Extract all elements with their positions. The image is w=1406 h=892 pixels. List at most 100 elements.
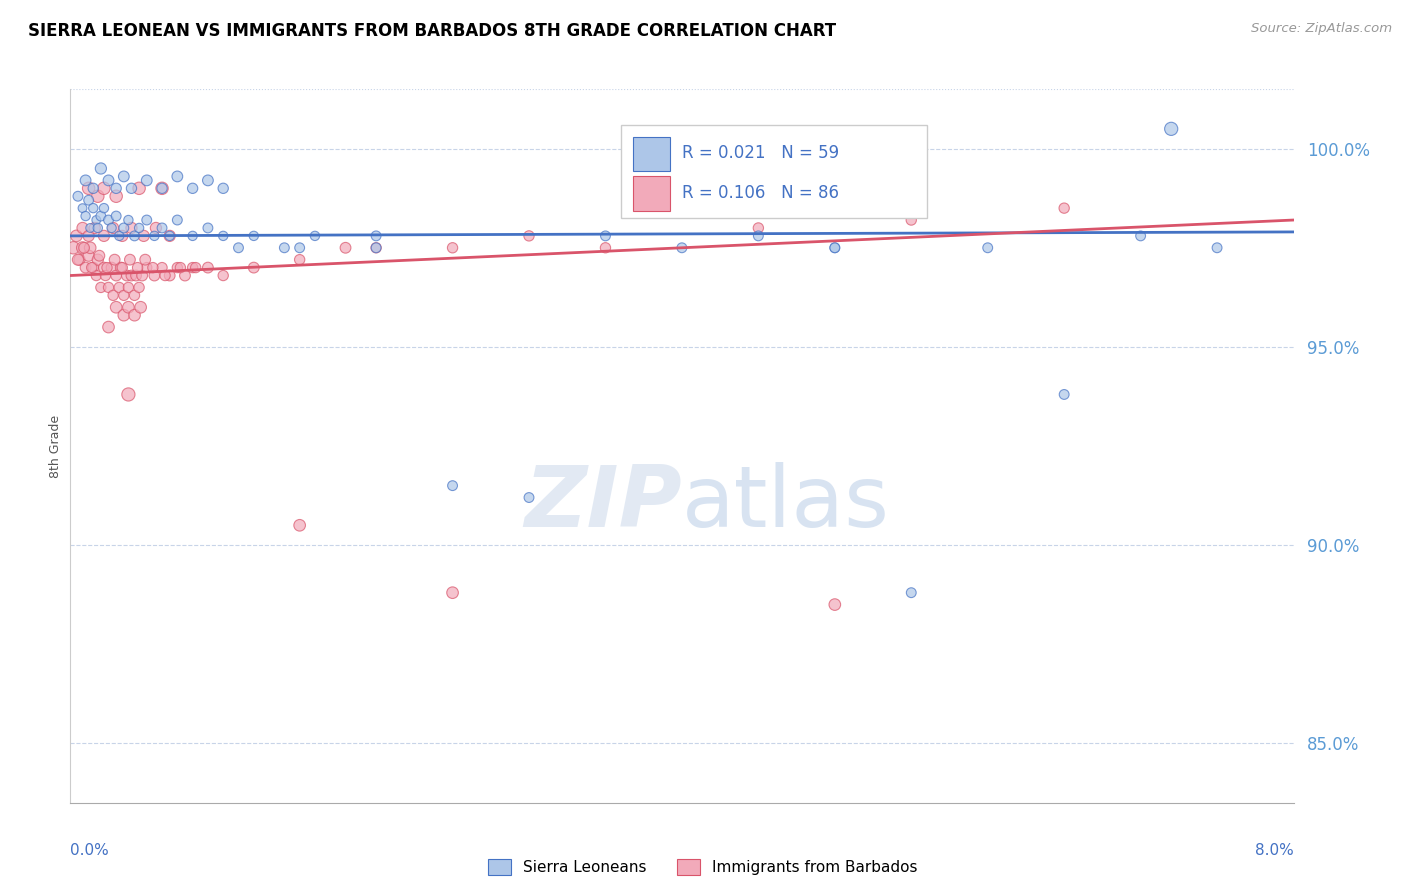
Point	[671, 241, 693, 255]
Point	[212, 228, 235, 243]
Point	[100, 221, 122, 235]
Point	[976, 241, 998, 255]
Point	[82, 181, 104, 195]
Point	[101, 288, 124, 302]
Point	[108, 280, 131, 294]
Point	[366, 228, 388, 243]
Text: 0.0%: 0.0%	[70, 843, 110, 858]
Point	[441, 585, 464, 599]
Point	[747, 228, 769, 243]
Point	[121, 181, 143, 195]
Point	[243, 260, 266, 275]
Point	[93, 260, 115, 275]
Point	[166, 169, 188, 184]
Point	[80, 260, 103, 275]
Point	[212, 181, 235, 195]
Point	[150, 221, 173, 235]
Point	[117, 280, 139, 294]
Point	[159, 228, 181, 243]
Point	[181, 228, 204, 243]
Point	[124, 308, 146, 322]
Point	[82, 260, 104, 275]
Text: 8.0%: 8.0%	[1254, 843, 1294, 858]
Text: atlas: atlas	[682, 461, 890, 545]
Point	[112, 288, 135, 302]
Point	[105, 268, 128, 283]
Point	[304, 228, 326, 243]
Point	[66, 189, 89, 203]
Point	[128, 181, 150, 195]
Legend: Sierra Leoneans, Immigrants from Barbados: Sierra Leoneans, Immigrants from Barbado…	[488, 860, 918, 875]
Point	[97, 280, 120, 294]
Point	[118, 252, 141, 267]
Point	[145, 221, 167, 235]
Point	[72, 221, 94, 235]
Y-axis label: 8th Grade: 8th Grade	[49, 415, 62, 477]
Point	[335, 241, 357, 255]
Point	[125, 268, 148, 283]
Point	[94, 268, 117, 283]
Point	[441, 241, 464, 255]
Point	[517, 491, 540, 505]
Point	[111, 228, 134, 243]
Point	[1160, 121, 1182, 136]
Point	[129, 300, 152, 314]
Point	[121, 268, 143, 283]
Text: Source: ZipAtlas.com: Source: ZipAtlas.com	[1251, 22, 1392, 36]
Text: SIERRA LEONEAN VS IMMIGRANTS FROM BARBADOS 8TH GRADE CORRELATION CHART: SIERRA LEONEAN VS IMMIGRANTS FROM BARBAD…	[28, 22, 837, 40]
Point	[150, 181, 173, 195]
Point	[159, 268, 181, 283]
Point	[62, 241, 84, 255]
Point	[135, 173, 157, 187]
Point	[97, 173, 120, 187]
Point	[134, 252, 156, 267]
Point	[124, 228, 146, 243]
Point	[110, 260, 132, 275]
Point	[65, 228, 87, 243]
Point	[75, 173, 97, 187]
Text: R = 0.021   N = 59: R = 0.021 N = 59	[682, 145, 839, 162]
Point	[72, 201, 94, 215]
Point	[108, 228, 131, 243]
Point	[82, 201, 104, 215]
Point	[93, 181, 115, 195]
Point	[124, 288, 146, 302]
Point	[441, 478, 464, 492]
Point	[72, 241, 94, 255]
Point	[128, 221, 150, 235]
Point	[77, 193, 100, 207]
Point	[115, 268, 138, 283]
Point	[197, 221, 219, 235]
Point	[517, 228, 540, 243]
Point	[93, 228, 115, 243]
Point	[77, 249, 100, 263]
Point	[1206, 241, 1229, 255]
Point	[105, 189, 128, 203]
Point	[84, 268, 107, 283]
Point	[288, 241, 311, 255]
FancyBboxPatch shape	[633, 177, 669, 211]
Point	[153, 268, 176, 283]
Point	[105, 209, 128, 223]
Point	[75, 209, 97, 223]
Point	[900, 585, 922, 599]
Point	[197, 260, 219, 275]
Point	[174, 268, 197, 283]
Point	[77, 181, 100, 195]
Point	[288, 252, 311, 267]
Point	[127, 260, 149, 275]
Point	[69, 252, 91, 267]
Point	[112, 169, 135, 184]
Point	[273, 241, 295, 255]
Point	[142, 260, 165, 275]
Point	[89, 249, 111, 263]
Point	[824, 598, 846, 612]
Text: ZIP: ZIP	[524, 461, 682, 545]
Point	[121, 221, 143, 235]
Point	[112, 308, 135, 322]
Point	[100, 260, 122, 275]
Point	[83, 221, 105, 235]
Point	[747, 221, 769, 235]
Point	[824, 241, 846, 255]
Point	[105, 300, 128, 314]
